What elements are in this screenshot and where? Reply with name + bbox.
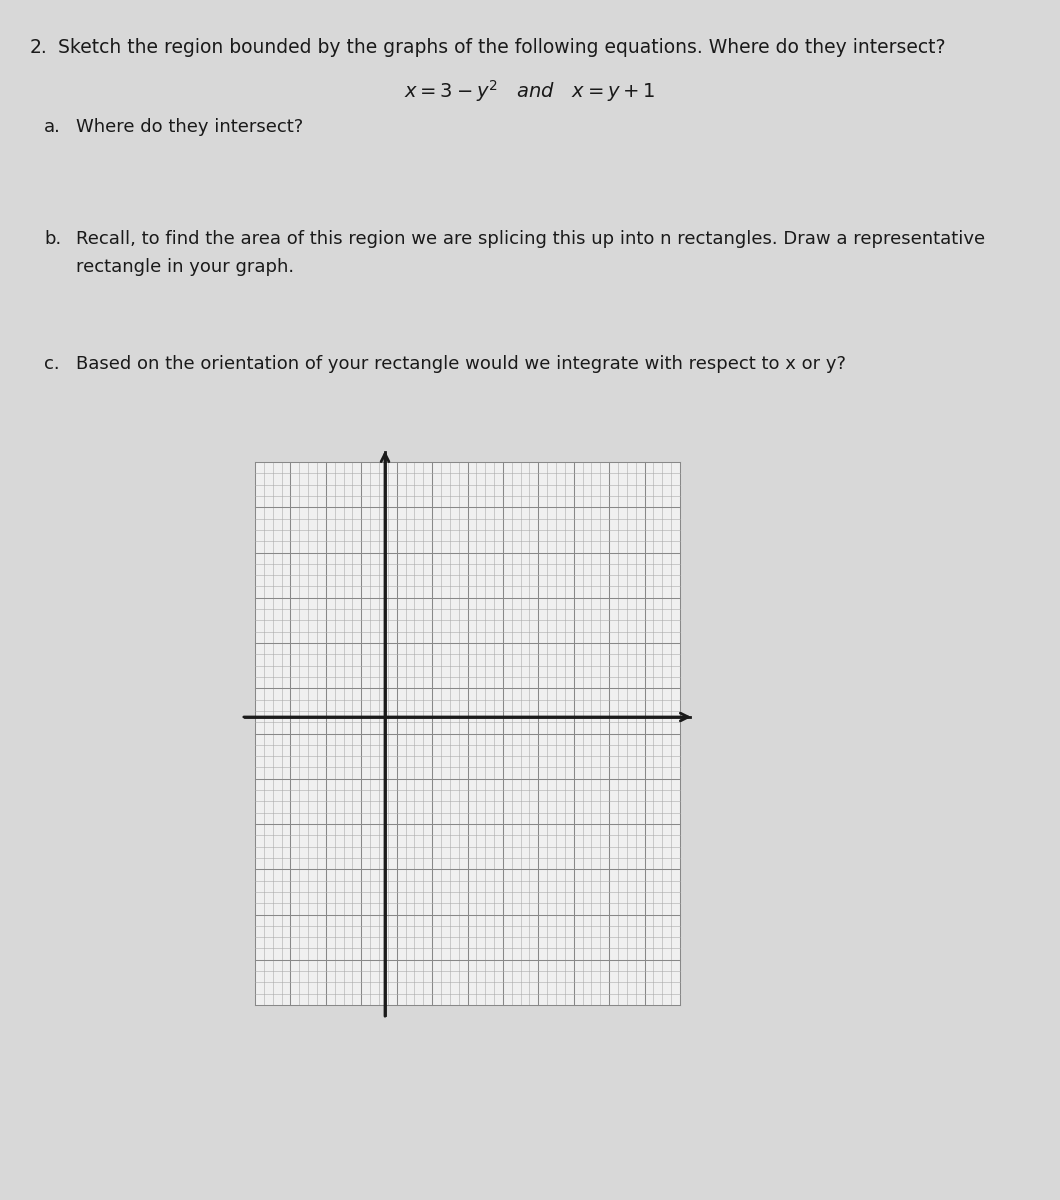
Text: $x = 3 - y^2$   $\mathit{and}$   $x = y + 1$: $x = 3 - y^2$ $\mathit{and}$ $x = y + 1$ <box>404 78 656 104</box>
Text: Where do they intersect?: Where do they intersect? <box>76 118 303 136</box>
Text: Based on the orientation of your rectangle would we integrate with respect to x : Based on the orientation of your rectang… <box>76 355 846 373</box>
Text: rectangle in your graph.: rectangle in your graph. <box>76 258 294 276</box>
Text: c.: c. <box>45 355 59 373</box>
Text: b.: b. <box>45 230 61 248</box>
Text: Recall, to find the area of this region we are splicing this up into n rectangle: Recall, to find the area of this region … <box>76 230 985 248</box>
Text: 2.: 2. <box>30 38 48 56</box>
Bar <box>255 462 681 1006</box>
Text: Sketch the region bounded by the graphs of the following equations. Where do the: Sketch the region bounded by the graphs … <box>58 38 946 56</box>
Text: a.: a. <box>45 118 60 136</box>
